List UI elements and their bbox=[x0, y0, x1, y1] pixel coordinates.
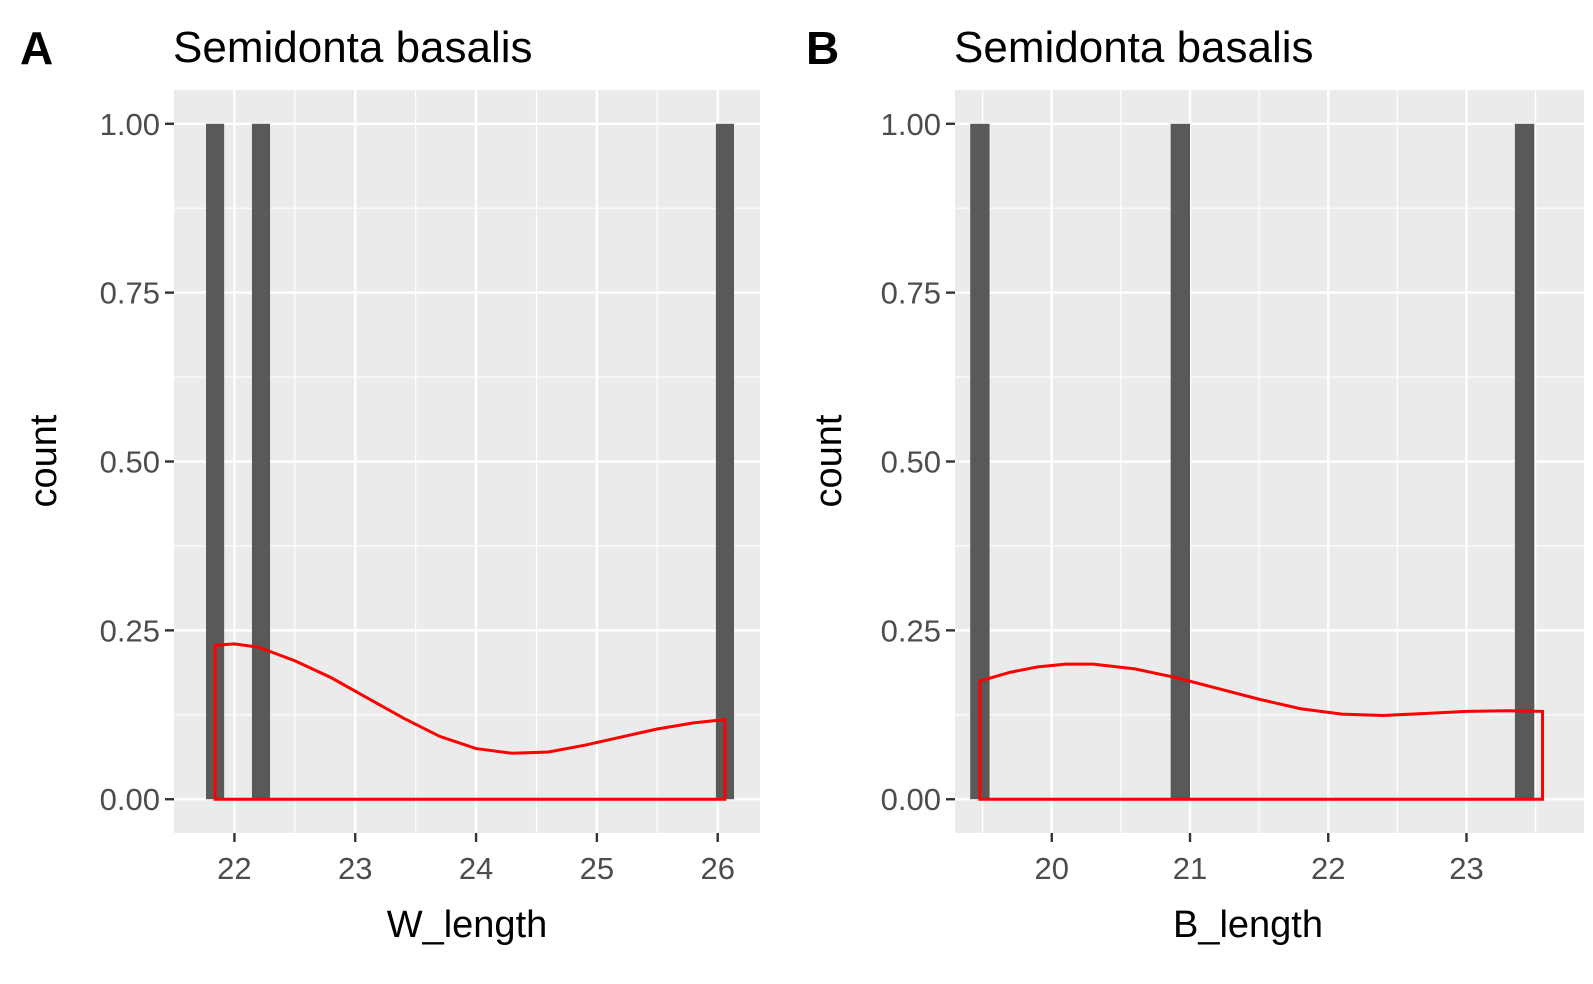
panel-b-y-tick-label: 0.75 bbox=[881, 276, 941, 311]
panel-b-x-tick-label: 22 bbox=[1311, 851, 1345, 886]
panel-a-y-tick-label: 0.75 bbox=[100, 276, 160, 311]
panel-a-y-tick-label: 0.50 bbox=[100, 445, 160, 480]
panel-a-x-tick-label: 25 bbox=[580, 851, 614, 886]
panel-b-density-curve bbox=[978, 662, 1545, 801]
panel-b-y-ticks: 0.00 0.25 0.50 0.75 1.00 bbox=[881, 107, 955, 817]
panel-a-tag: A bbox=[20, 22, 53, 74]
panel-b-bar-1 bbox=[970, 123, 990, 800]
panel-a-y-tick-label: 1.00 bbox=[100, 107, 160, 142]
panel-b: B Semidonta basalis 0.00 0.25 0.50 0.75 1.00… bbox=[806, 22, 1584, 946]
panel-b-x-tick-label: 20 bbox=[1035, 851, 1069, 886]
panel-a-title: Semidonta basalis bbox=[173, 23, 533, 72]
panel-a-x-tick-label: 26 bbox=[700, 851, 734, 886]
panel-a-bar-3 bbox=[715, 123, 735, 800]
panel-a-bar-2 bbox=[251, 123, 271, 800]
panel-b-bars bbox=[970, 123, 1535, 800]
panel-b-bar-2 bbox=[1170, 123, 1191, 800]
panel-a-y-tick-label: 0.25 bbox=[100, 613, 160, 648]
panel-b-tag: B bbox=[806, 22, 839, 74]
panel-a-y-axis-title: count bbox=[23, 414, 65, 507]
panel-b-y-axis-title: count bbox=[808, 414, 850, 507]
panel-a: A Semidonta basalis 0.00 0.25 0.50 0.75 1.00… bbox=[20, 22, 760, 946]
panel-b-y-tick-label: 1.00 bbox=[881, 107, 941, 142]
panel-b-x-axis-title: B_length bbox=[1173, 904, 1323, 946]
panel-b-bar-3 bbox=[1514, 123, 1535, 800]
panel-a-y-ticks: 0.00 0.25 0.50 0.75 1.00 bbox=[100, 107, 174, 817]
panel-a-density-curve bbox=[213, 642, 727, 801]
panel-a-bar-1 bbox=[206, 123, 225, 800]
panel-a-bars bbox=[206, 123, 735, 800]
panel-b-y-tick-label: 0.50 bbox=[881, 445, 941, 480]
panel-b-y-tick-label: 0.25 bbox=[881, 613, 941, 648]
panel-b-x-tick-label: 23 bbox=[1449, 851, 1483, 886]
panel-a-x-axis-title: W_length bbox=[387, 904, 548, 946]
panel-a-x-ticks: 22 23 24 25 26 bbox=[217, 833, 735, 886]
panel-a-y-tick-label: 0.00 bbox=[100, 782, 160, 817]
panel-b-title: Semidonta basalis bbox=[954, 23, 1314, 72]
panel-a-x-tick-label: 22 bbox=[217, 851, 251, 886]
panel-b-x-ticks: 20 21 22 23 bbox=[1035, 833, 1484, 886]
panel-a-x-tick-label: 24 bbox=[459, 851, 493, 886]
panel-b-x-tick-label: 21 bbox=[1173, 851, 1207, 886]
panel-a-x-tick-label: 23 bbox=[338, 851, 372, 886]
panel-b-y-tick-label: 0.00 bbox=[881, 782, 941, 817]
